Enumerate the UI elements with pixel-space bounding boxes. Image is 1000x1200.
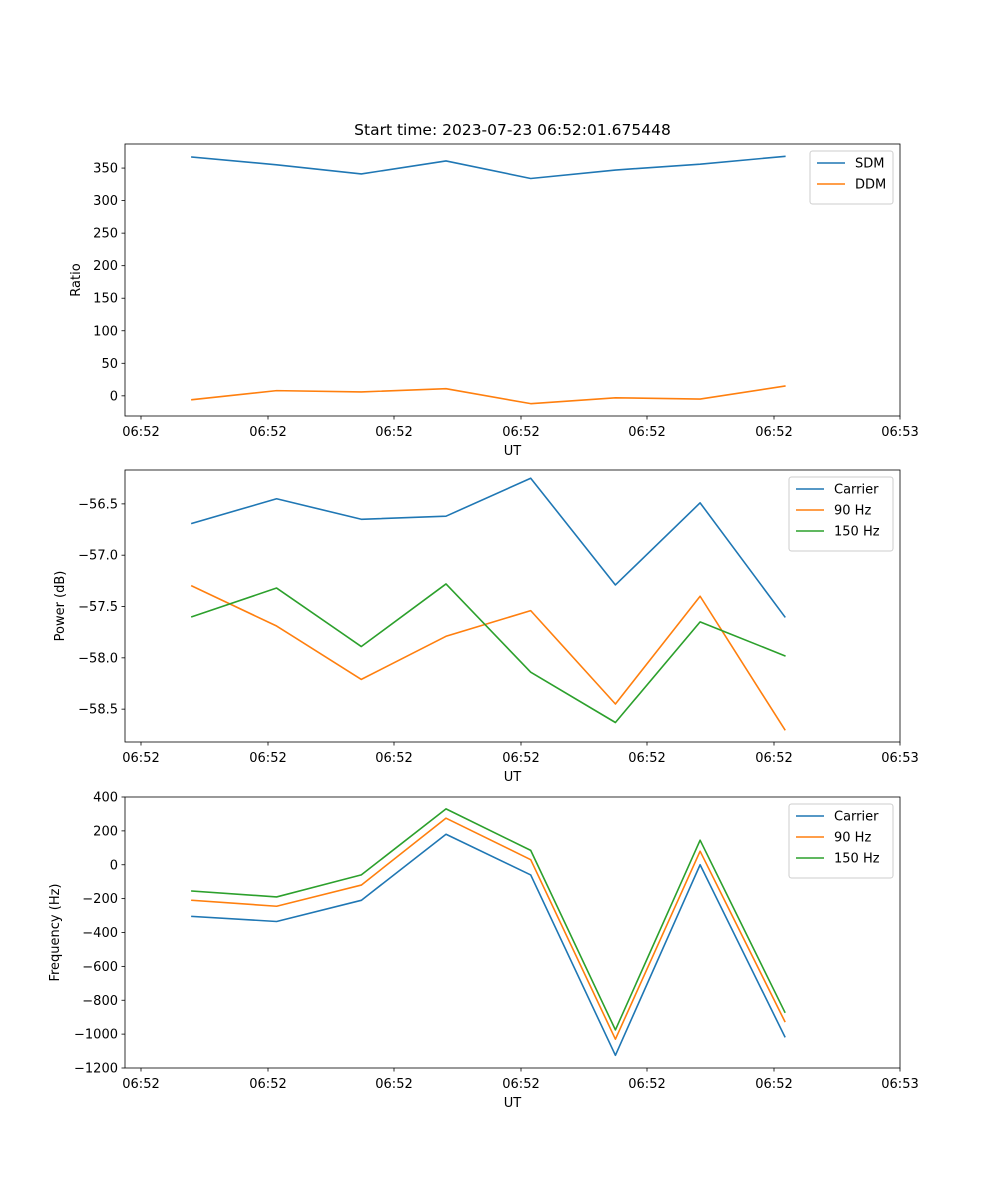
ratio-x-tick-label: 06:53: [881, 425, 918, 440]
ratio-legend-label: DDM: [855, 178, 886, 193]
frequency-x-tick-label: 06:53: [881, 1077, 918, 1092]
ratio-x-tick-label: 06:52: [375, 425, 412, 440]
frequency-y-tick-label: −600: [82, 960, 118, 975]
frequency-x-tick-label: 06:52: [502, 1077, 539, 1092]
frequency-legend-label: 150 Hz: [834, 852, 880, 867]
frequency-series-150-hz-line: [191, 808, 786, 1031]
power-y-tick-label: −57.0: [78, 549, 118, 564]
frequency-y-tick-label: 400: [93, 791, 118, 806]
power-legend-label: 90 Hz: [834, 504, 871, 519]
power-legend: Carrier 90 Hz 150 Hz: [788, 476, 894, 552]
power-x-tick-label: 06:52: [628, 751, 665, 766]
ratio-y-tick-label: 150: [93, 292, 118, 307]
frequency-y-axis-label: Frequency (Hz): [48, 883, 63, 981]
frequency-series-carrier-line: [191, 833, 786, 1057]
frequency-y-tick-label: −400: [82, 926, 118, 941]
frequency-x-axis-label: UT: [504, 1096, 522, 1111]
power-legend-label: Carrier: [834, 483, 879, 498]
frequency-legend-label: Carrier: [834, 810, 879, 825]
frequency-y-tick-label: 0: [110, 858, 118, 873]
frequency-series-90-hz-line: [191, 817, 786, 1041]
power-subplot: −58.5 −58.0 −57.5 −57.0 −56.5 06:52 06:52 06:52…: [53, 469, 919, 785]
ratio-y-tick-label: 350: [93, 162, 118, 177]
ratio-x-tick-label: 06:52: [755, 425, 792, 440]
ratio-series-ddm-line: [191, 385, 786, 405]
frequency-x-tick-label: 06:52: [249, 1077, 286, 1092]
frequency-y-tick-label: 200: [93, 824, 118, 839]
frequency-y-tick-label: −800: [82, 994, 118, 1009]
power-legend-label: 150 Hz: [834, 525, 880, 540]
ratio-x-tick-label: 06:52: [122, 425, 159, 440]
power-legend-box: [788, 476, 894, 552]
power-x-axis-label: UT: [504, 770, 522, 785]
frequency-subplot: −1200 −1000 −800 −600 −400 −200 0 200 400 06:52 06…: [48, 791, 919, 1112]
ratio-x-tick-label: 06:52: [502, 425, 539, 440]
frequency-x-tick-label: 06:52: [755, 1077, 792, 1092]
frequency-y-tick-label: −200: [82, 892, 118, 907]
ratio-x-tick-label: 06:52: [628, 425, 665, 440]
power-x-tick-label: 06:52: [122, 751, 159, 766]
ratio-y-tick-label: 200: [93, 259, 118, 274]
frequency-x-tick-label: 06:52: [375, 1077, 412, 1092]
power-x-tick-label: 06:52: [502, 751, 539, 766]
ratio-y-tick-label: 300: [93, 194, 118, 209]
ratio-series-sdm-line: [191, 155, 786, 180]
ratio-y-tick-label: 50: [101, 357, 118, 372]
power-y-axis-label: Power (dB): [53, 571, 68, 642]
power-x-tick-label: 06:52: [249, 751, 286, 766]
frequency-legend: Carrier 90 Hz 150 Hz: [788, 803, 894, 879]
frequency-legend-label: 90 Hz: [834, 831, 871, 846]
ratio-axes-frame: [124, 143, 901, 417]
ratio-x-tick-label: 06:52: [249, 425, 286, 440]
power-y-tick-label: −58.5: [78, 703, 118, 718]
ratio-subplot: 0 50 100 150 200 250 300 350 06:52 06:52 06:52 06:5…: [69, 143, 919, 459]
ratio-y-tick-label: 250: [93, 227, 118, 242]
ratio-legend-label: SDM: [855, 157, 884, 172]
power-y-tick-label: −58.0: [78, 651, 118, 666]
frequency-y-tick-label: −1200: [74, 1062, 118, 1077]
ratio-y-axis-label: Ratio: [69, 263, 84, 296]
power-x-tick-label: 06:52: [375, 751, 412, 766]
power-y-tick-label: −57.5: [78, 600, 118, 615]
frequency-axes-frame: [124, 796, 901, 1069]
ratio-x-axis-label: UT: [504, 444, 522, 459]
power-x-tick-label: 06:53: [881, 751, 918, 766]
ratio-y-tick-label: 100: [93, 324, 118, 339]
ratio-y-tick-label: 0: [110, 389, 118, 404]
power-y-tick-label: −56.5: [78, 497, 118, 512]
power-series-carrier-line: [190, 477, 786, 618]
ratio-legend: SDM DDM: [809, 150, 894, 205]
power-series-90-hz-line: [190, 584, 786, 731]
frequency-x-tick-label: 06:52: [122, 1077, 159, 1092]
power-series-150-hz-line: [190, 583, 786, 724]
frequency-legend-box: [788, 803, 894, 879]
power-x-tick-label: 06:52: [755, 751, 792, 766]
ratio-legend-box: [809, 150, 894, 205]
power-axes-frame: [124, 469, 901, 743]
figure-title: Start time: 2023-07-23 06:52:01.675448: [354, 121, 671, 139]
frequency-y-tick-label: −1000: [74, 1028, 118, 1043]
frequency-x-tick-label: 06:52: [628, 1077, 665, 1092]
